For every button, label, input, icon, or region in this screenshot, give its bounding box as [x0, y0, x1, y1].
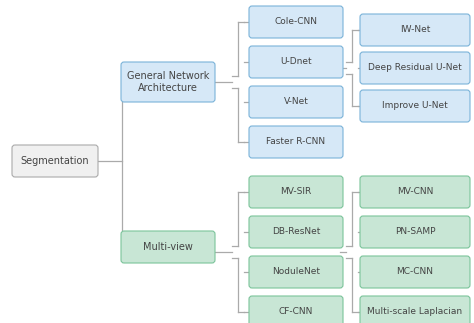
FancyBboxPatch shape — [249, 256, 343, 288]
Text: Segmentation: Segmentation — [21, 156, 89, 166]
Text: U-Dnet: U-Dnet — [280, 57, 312, 67]
Text: MC-CNN: MC-CNN — [396, 267, 434, 276]
FancyBboxPatch shape — [249, 176, 343, 208]
Text: Multi-view: Multi-view — [143, 242, 193, 252]
FancyBboxPatch shape — [249, 126, 343, 158]
Text: PN-SAMP: PN-SAMP — [395, 227, 435, 236]
Text: Cole-CNN: Cole-CNN — [274, 17, 318, 26]
FancyBboxPatch shape — [360, 216, 470, 248]
FancyBboxPatch shape — [249, 86, 343, 118]
FancyBboxPatch shape — [360, 52, 470, 84]
Text: CF-CNN: CF-CNN — [279, 307, 313, 317]
FancyBboxPatch shape — [121, 231, 215, 263]
FancyBboxPatch shape — [121, 62, 215, 102]
FancyBboxPatch shape — [249, 296, 343, 323]
FancyBboxPatch shape — [360, 296, 470, 323]
FancyBboxPatch shape — [249, 6, 343, 38]
Text: Faster R-CNN: Faster R-CNN — [266, 138, 326, 147]
FancyBboxPatch shape — [249, 46, 343, 78]
FancyBboxPatch shape — [360, 90, 470, 122]
Text: Deep Residual U-Net: Deep Residual U-Net — [368, 64, 462, 72]
FancyBboxPatch shape — [360, 256, 470, 288]
FancyBboxPatch shape — [360, 176, 470, 208]
FancyBboxPatch shape — [249, 216, 343, 248]
Text: Improve U-Net: Improve U-Net — [382, 101, 448, 110]
Text: MV-SIR: MV-SIR — [281, 187, 311, 196]
Text: IW-Net: IW-Net — [400, 26, 430, 35]
Text: Multi-scale Laplacian: Multi-scale Laplacian — [367, 307, 463, 317]
Text: MV-CNN: MV-CNN — [397, 187, 433, 196]
Text: DB-ResNet: DB-ResNet — [272, 227, 320, 236]
Text: NoduleNet: NoduleNet — [272, 267, 320, 276]
FancyBboxPatch shape — [360, 14, 470, 46]
Text: General Network
Architecture: General Network Architecture — [127, 71, 209, 93]
Text: V-Net: V-Net — [283, 98, 309, 107]
FancyBboxPatch shape — [12, 145, 98, 177]
